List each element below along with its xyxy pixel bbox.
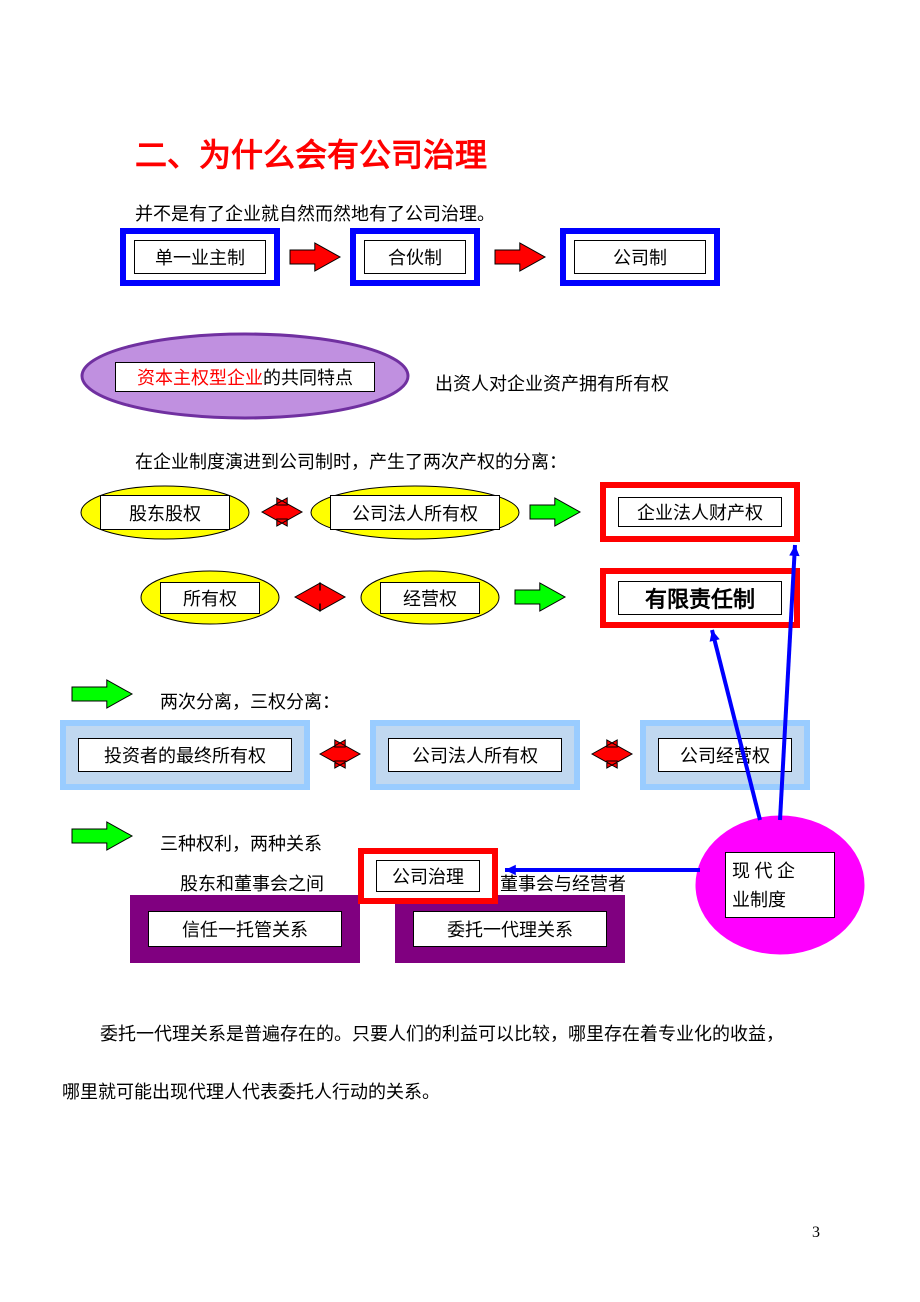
label-box: 企业法人财产权 (618, 497, 782, 527)
block-arrow (72, 680, 132, 708)
ellipse-inner-box: 公司法人所有权 (330, 495, 500, 530)
ellipse-inner-box: 经营权 (380, 582, 480, 614)
paragraph-text: 在企业制度演进到公司制时，产生了两次产权的分离： (135, 448, 567, 477)
block-arrow (290, 243, 340, 271)
label-box: 委托一代理关系 (413, 911, 607, 947)
diagram-canvas: 二、为什么会有公司治理并不是有了企业就自然而然地有了公司治理。在企业制度演进到公… (0, 0, 920, 1302)
label-box: 公司法人所有权 (388, 738, 562, 772)
ellipse-inner-box: 所有权 (160, 582, 260, 614)
label-box: 单一业主制 (134, 240, 266, 274)
page-number: 3 (812, 1224, 820, 1242)
paragraph-text: 三种权利，两种关系 (160, 830, 322, 859)
label-box: 有限责任制 (618, 581, 782, 615)
block-arrow (262, 498, 302, 526)
ellipse-inner-box: 股东股权 (100, 495, 230, 530)
paragraph-text: 出资人对企业资产拥有所有权 (435, 370, 669, 399)
label-box: 投资者的最终所有权 (78, 738, 292, 772)
label-box: 公司制 (574, 240, 706, 274)
block-arrow (592, 740, 632, 768)
blue-arrow (768, 533, 807, 832)
magenta-label: 现 代 企业制度 (725, 852, 835, 918)
label-box: 合伙制 (364, 240, 466, 274)
block-arrow (295, 583, 345, 611)
paragraph-text: 委托一代理关系是普遍存在的。只要人们的利益可以比较，哪里存在着专业化的收益， (100, 1020, 784, 1049)
paragraph-text: 并不是有了企业就自然而然地有了公司治理。 (135, 200, 495, 229)
label-box: 信任一托管关系 (148, 911, 342, 947)
blue-arrow (700, 618, 772, 832)
paragraph-text: 两次分离，三权分离： (160, 688, 340, 717)
paragraph-text: 哪里就可能出现代理人代表委托人行动的关系。 (62, 1078, 440, 1107)
label-box: 公司治理 (376, 860, 480, 892)
ellipse-label-box: 资本主权型企业的共同特点 (115, 362, 375, 392)
blue-arrow (493, 858, 712, 882)
block-arrow (530, 498, 580, 526)
block-arrow (320, 740, 360, 768)
section-title: 二、为什么会有公司治理 (135, 130, 487, 176)
block-arrow (515, 583, 565, 611)
block-arrow (495, 243, 545, 271)
block-arrow (72, 822, 132, 850)
